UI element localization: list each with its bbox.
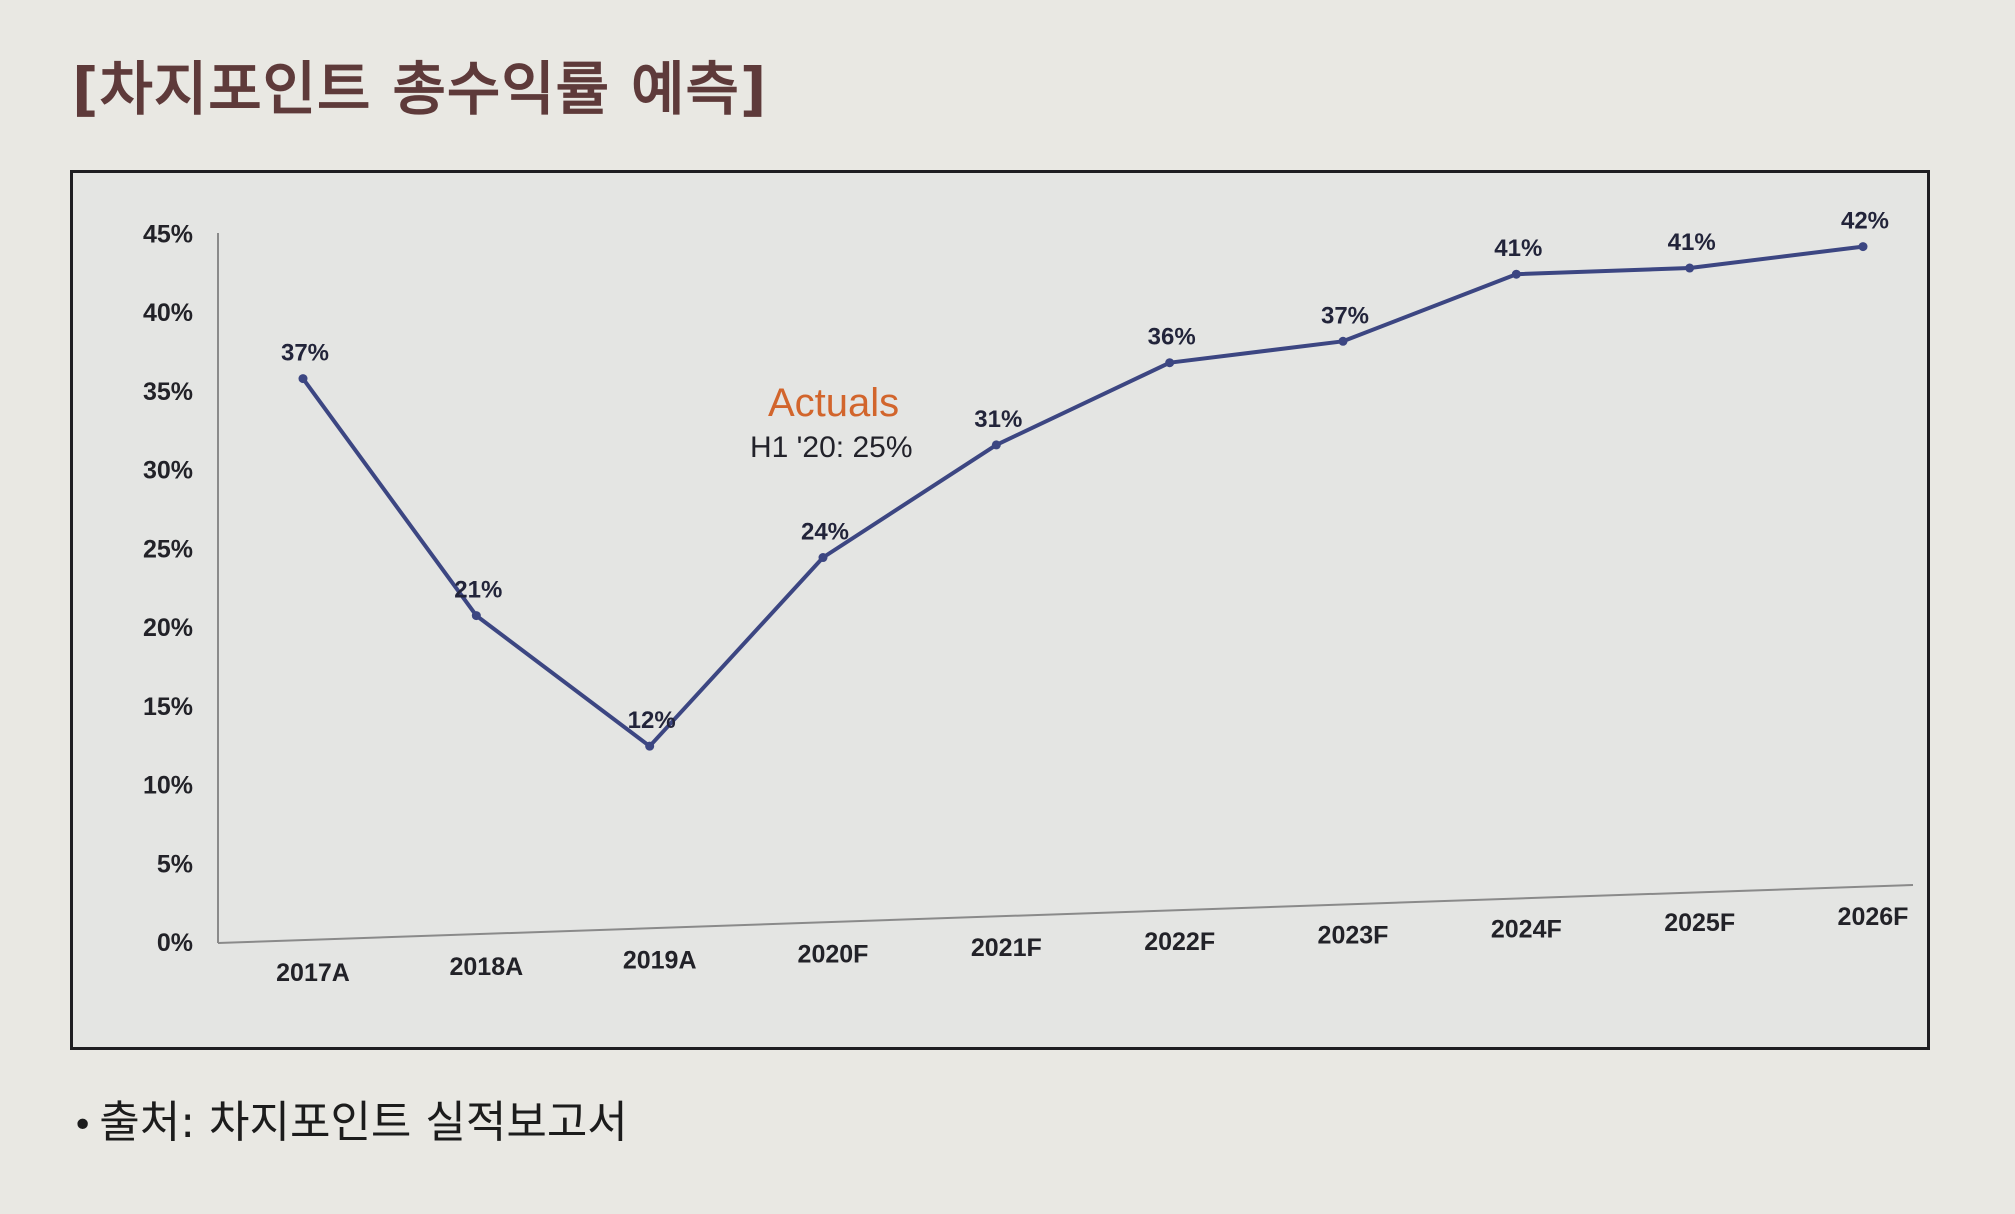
data-point <box>645 741 655 751</box>
y-tick-label: 40% <box>143 299 193 327</box>
data-label: 21% <box>454 577 502 604</box>
y-tick-label: 35% <box>143 378 193 406</box>
series-line <box>301 244 1864 749</box>
y-tick-label: 0% <box>157 929 193 957</box>
source-text: 출처: 차지포인트 실적보고서 <box>99 1097 628 1148</box>
x-tick-label: 2026F <box>1838 903 1909 931</box>
x-tick-label: 2025F <box>1664 909 1735 937</box>
x-tick-label: 2020F <box>798 940 869 968</box>
data-label: 24% <box>801 519 849 546</box>
x-tick-label: 2022F <box>1144 928 1215 956</box>
data-label: 12% <box>628 707 676 734</box>
data-point <box>991 440 1001 450</box>
data-label: 31% <box>974 406 1022 433</box>
data-point <box>1858 242 1868 252</box>
x-tick-label: 2024F <box>1491 915 1562 943</box>
y-tick-label: 10% <box>143 772 193 800</box>
x-tick-label: 2021F <box>971 934 1042 962</box>
source-note: • 출처: 차지포인트 실적보고서 <box>72 1086 628 1150</box>
page-title: [차지포인트 총수익률 예측] <box>72 55 768 123</box>
data-label: 36% <box>1148 324 1196 351</box>
x-tick-label: 2019A <box>623 947 697 975</box>
data-point <box>1338 336 1348 346</box>
data-point <box>471 611 481 621</box>
y-tick-label: 5% <box>157 850 193 878</box>
line-chart: 0% 5% 10% 15% 20% 25% 30% 35% 40% 45% 2017A 2018A 2… <box>143 208 1914 987</box>
x-tick-label: 2017A <box>276 959 350 987</box>
data-label: 41% <box>1494 235 1542 262</box>
data-point <box>1511 269 1521 279</box>
data-label: 42% <box>1841 208 1889 235</box>
x-tick-label: 2023F <box>1318 922 1389 950</box>
chart-frame: 0% 5% 10% 15% 20% 25% 30% 35% 40% 45% 2017A 2018A 2… <box>70 170 1930 1050</box>
data-label: 41% <box>1668 229 1716 256</box>
data-label: 37% <box>1321 302 1369 329</box>
y-tick-label: 25% <box>143 535 193 563</box>
y-tick-label: 30% <box>143 457 193 485</box>
annotation-title: Actuals <box>768 381 899 425</box>
x-tick-label: 2018A <box>449 953 523 981</box>
data-point <box>1165 358 1175 368</box>
data-point <box>1685 263 1695 273</box>
y-tick-label: 15% <box>143 693 193 721</box>
data-point <box>818 553 828 563</box>
x-axis-line <box>217 884 1914 944</box>
data-label: 37% <box>281 340 329 367</box>
source-bullet: • <box>72 1105 94 1146</box>
y-tick-label: 45% <box>143 220 193 248</box>
data-point <box>298 374 308 384</box>
annotation-subtitle: H1 '20: 25% <box>750 431 913 464</box>
y-tick-label: 20% <box>143 614 193 642</box>
